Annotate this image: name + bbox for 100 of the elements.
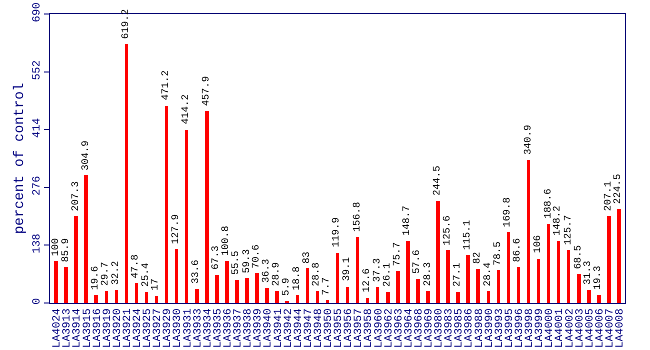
bar — [306, 268, 309, 303]
data-label: 67.3 — [211, 246, 222, 270]
bar — [456, 292, 460, 303]
data-label: 29.7 — [100, 262, 112, 286]
x-tick-label: LA4007 — [604, 308, 616, 348]
x-tick-label: LA3962 — [383, 308, 396, 348]
bar — [215, 275, 219, 303]
data-label: 17 — [150, 278, 162, 290]
data-label: 78.5 — [493, 241, 504, 266]
bar — [235, 280, 239, 303]
bar — [557, 241, 560, 303]
x-tick-label: LA3930 — [172, 308, 184, 348]
data-label: 207.3 — [70, 181, 82, 212]
bar — [115, 290, 118, 303]
data-label: 18.8 — [292, 266, 304, 290]
data-label: 59.3 — [242, 249, 253, 274]
data-label: 32.2 — [110, 260, 122, 285]
bar — [245, 278, 249, 303]
bar — [436, 201, 440, 303]
x-tick-label: LA3936 — [222, 308, 234, 348]
bar — [225, 261, 229, 303]
bar — [597, 295, 601, 303]
bar — [64, 267, 68, 303]
x-tick-label: LA3963 — [393, 308, 406, 348]
bar — [527, 160, 530, 303]
bar — [296, 295, 299, 303]
x-tick-label: LA3916 — [92, 308, 104, 348]
x-tick-label: LA3947 — [302, 308, 315, 348]
y-tick-label: 0 — [32, 298, 44, 305]
x-tick-label: LA3988 — [474, 308, 486, 348]
data-label: 26.1 — [382, 262, 394, 287]
data-label: 244.5 — [432, 166, 444, 196]
bar — [105, 291, 108, 303]
bar — [175, 249, 178, 303]
data-label: 156.8 — [352, 202, 364, 232]
bar — [386, 292, 390, 303]
bar — [74, 216, 78, 303]
x-tick-label: LA3914 — [72, 308, 84, 348]
bar — [446, 250, 450, 303]
bar — [356, 237, 359, 303]
data-label: 125.6 — [442, 215, 454, 246]
x-tick-label: LA3995 — [504, 308, 516, 348]
x-tick-label: LA4001 — [554, 308, 566, 348]
x-tick-label: LA4008 — [614, 308, 627, 348]
data-label: 169.8 — [502, 197, 514, 228]
bar — [336, 253, 339, 303]
bar — [275, 291, 279, 303]
data-label: 619.2 — [120, 9, 132, 40]
x-tick-label: LA4006 — [594, 308, 606, 348]
bar — [537, 259, 540, 303]
bar — [84, 175, 88, 303]
x-tick-label: LA3986 — [464, 308, 476, 348]
bar — [346, 287, 349, 303]
data-label: 85.9 — [61, 238, 72, 262]
bar — [497, 270, 500, 303]
bar — [145, 292, 148, 303]
data-label: 19.3 — [592, 266, 604, 290]
bar — [255, 273, 259, 303]
data-label: 47.8 — [130, 254, 142, 278]
data-label: 27.1 — [452, 262, 464, 287]
bar — [316, 291, 319, 303]
y-tick-label: 276 — [32, 176, 44, 196]
data-label: 75.7 — [392, 242, 404, 266]
data-label: 70.6 — [252, 244, 263, 269]
bar — [476, 269, 480, 303]
y-tick-label: 414 — [32, 118, 44, 138]
data-label: 148.2 — [552, 206, 564, 236]
bar — [195, 289, 199, 303]
x-tick-label: LA3940 — [262, 308, 275, 348]
x-tick-label: LA3941 — [272, 308, 285, 348]
data-label: 28.9 — [271, 262, 282, 286]
data-label: 127.9 — [171, 214, 182, 244]
x-tick-label: LA3990 — [484, 308, 496, 348]
bar — [587, 290, 591, 303]
data-label: 148.7 — [402, 206, 414, 236]
data-label: 28.3 — [422, 262, 434, 286]
y-tick-label: 552 — [32, 60, 44, 80]
bar — [366, 298, 369, 303]
bar — [205, 111, 209, 303]
data-label: 37.3 — [372, 258, 384, 282]
data-label: 86.6 — [512, 238, 524, 262]
x-tick-label: LA4005 — [584, 308, 596, 348]
bar — [567, 250, 570, 303]
bar — [94, 295, 98, 303]
x-tick-label: LA3931 — [182, 308, 194, 348]
x-tick-label: LA3944 — [292, 308, 305, 348]
x-tick-label: LA3964 — [403, 308, 416, 348]
x-tick-label: LA3935 — [212, 308, 224, 348]
y-tick-label: 690 — [32, 2, 44, 22]
data-label: 100.8 — [221, 226, 232, 256]
data-label: 36.3 — [261, 258, 272, 283]
bar — [617, 209, 621, 303]
data-label: 7.7 — [322, 277, 333, 296]
x-tick-label: LA3942 — [282, 308, 295, 348]
data-label: 125.7 — [563, 215, 574, 246]
bar — [507, 232, 510, 303]
bar — [326, 300, 329, 303]
y-tick-label: 138 — [32, 234, 44, 254]
bar — [125, 44, 128, 303]
bar — [547, 224, 550, 303]
